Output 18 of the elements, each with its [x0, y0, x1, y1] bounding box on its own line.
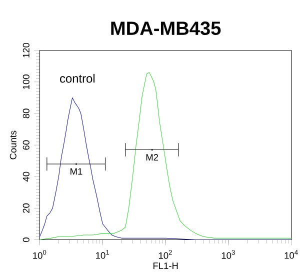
x-tick-label: 10$^{2}$ [158, 250, 172, 259]
y-tick-label: 20 [22, 203, 30, 213]
y-tick-label: 120 [22, 42, 30, 58]
chart-title: MDA-MB435 [111, 21, 221, 35]
x-axis-title: FL1-H [153, 262, 178, 269]
x-tick-label: 10$^{1}$ [96, 250, 110, 259]
y-tick-label: 80 [22, 108, 30, 118]
annotation: M2 [146, 154, 158, 160]
y-tick-label: 100 [22, 74, 30, 89]
x-tick-label: 10$^{0}$ [33, 250, 46, 259]
annotation: M1 [70, 168, 82, 175]
y-tick-label: 60 [22, 140, 30, 150]
y-tick-label: 40 [22, 172, 30, 182]
y-tick-label: 0 [22, 237, 30, 242]
annotation: control [60, 74, 94, 83]
y-axis-title: Counts [10, 130, 16, 160]
x-tick-label: 10$^{4}$ [284, 250, 298, 259]
x-tick-label: 10$^{3}$ [222, 250, 235, 259]
